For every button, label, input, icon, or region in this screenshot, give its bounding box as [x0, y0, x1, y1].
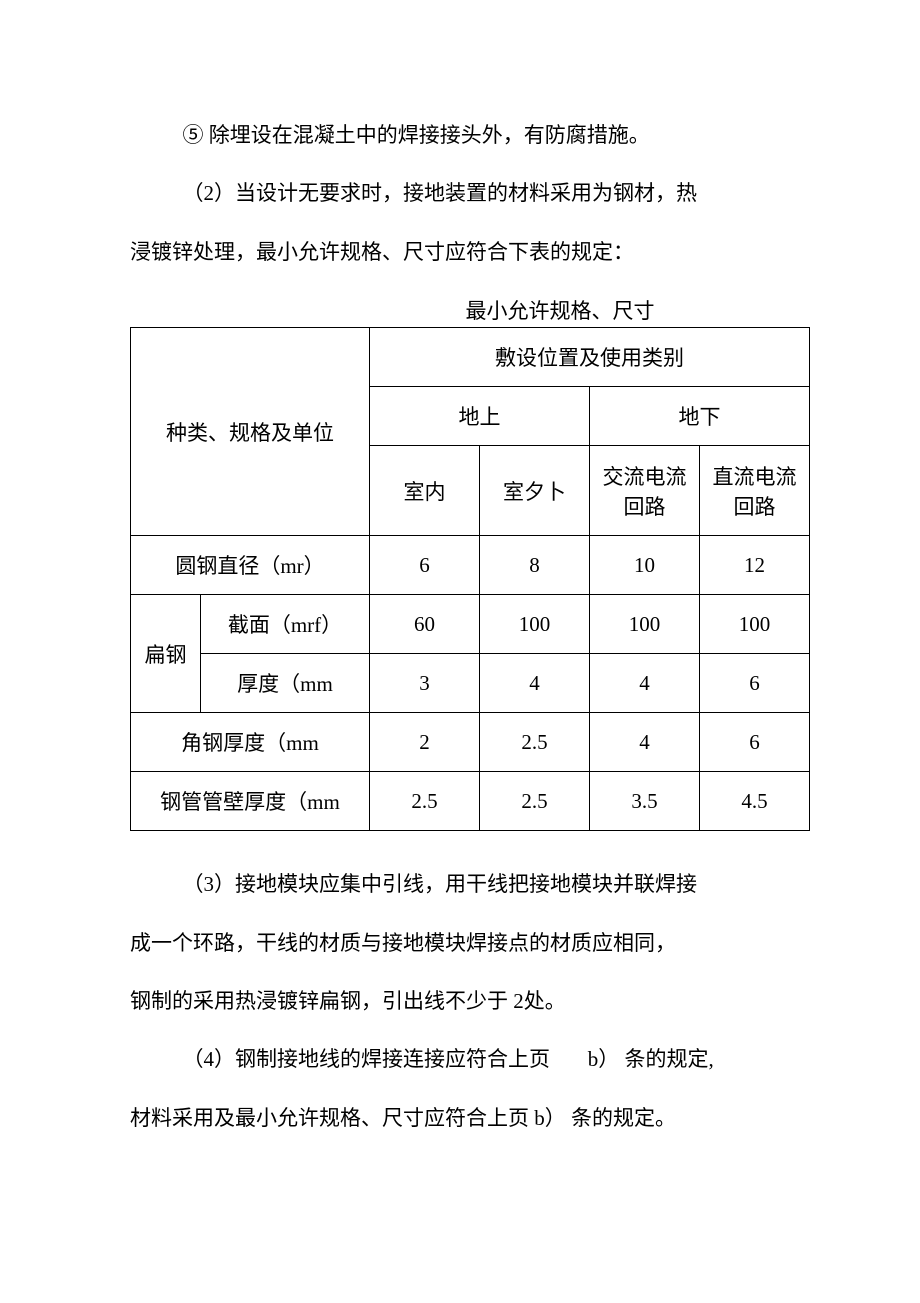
paragraph-3b: 成一个环路，干线的材质与接地模块焊接点的材质应相同，: [130, 918, 810, 968]
cell: 6: [370, 536, 480, 595]
cell: 2.5: [480, 713, 590, 772]
cell: 2.5: [370, 772, 480, 831]
header-dc: 直流电流回路: [700, 446, 810, 536]
table-row: 角钢厚度（mm 2 2.5 4 6: [131, 713, 810, 772]
cell: 4.5: [700, 772, 810, 831]
header-group: 敷设位置及使用类别: [370, 328, 810, 387]
table-row: 扁钢 截面（mrf） 60 100 100 100: [131, 595, 810, 654]
table-row: 厚度（mm 3 4 4 6: [131, 654, 810, 713]
paragraph-2a: （2）当设计无要求时，接地装置的材料采用为钢材，热: [130, 168, 810, 218]
p4a-part1: （4）钢制接地线的焊接连接应符合上页: [183, 1047, 551, 1071]
p4a-part2: b） 条的规定,: [588, 1047, 714, 1071]
paragraph-3c: 钢制的采用热浸镀锌扁钢，引出线不少于 2处。: [130, 976, 810, 1026]
paragraph-4b: 材料采用及最小允许规格、尺寸应符合上页 b） 条的规定。: [130, 1093, 810, 1143]
paragraph-2b: 浸镀锌处理，最小允许规格、尺寸应符合下表的规定：: [130, 227, 810, 277]
cell: 2: [370, 713, 480, 772]
cell: 2.5: [480, 772, 590, 831]
cell: 6: [700, 713, 810, 772]
row2-label: 截面（mrf）: [201, 595, 370, 654]
row3-label: 厚度（mm: [201, 654, 370, 713]
paragraph-3a: （3）接地模块应集中引线，用干线把接地模块并联焊接: [130, 859, 810, 909]
header-above: 地上: [370, 387, 590, 446]
row5-label: 钢管管壁厚度（mm: [131, 772, 370, 831]
row4-label: 角钢厚度（mm: [131, 713, 370, 772]
cell: 100: [700, 595, 810, 654]
cell: 6: [700, 654, 810, 713]
header-indoor: 室内: [370, 446, 480, 536]
cell: 4: [590, 713, 700, 772]
header-spec: 种类、规格及单位: [131, 328, 370, 536]
cell: 8: [480, 536, 590, 595]
header-outdoor: 室夕卜: [480, 446, 590, 536]
cell: 100: [480, 595, 590, 654]
header-below: 地下: [590, 387, 810, 446]
paragraph-5: ⑤ 除埋设在混凝土中的焊接接头外，有防腐措施。: [130, 110, 810, 160]
cell: 100: [590, 595, 700, 654]
cell: 3: [370, 654, 480, 713]
cell: 4: [480, 654, 590, 713]
cell: 60: [370, 595, 480, 654]
paragraph-4a: （4）钢制接地线的焊接连接应符合上页 b） 条的规定,: [130, 1034, 810, 1084]
cell: 12: [700, 536, 810, 595]
table-row: 钢管管壁厚度（mm 2.5 2.5 3.5 4.5: [131, 772, 810, 831]
row2-group: 扁钢: [131, 595, 201, 713]
cell: 4: [590, 654, 700, 713]
spec-table: 种类、规格及单位 敷设位置及使用类别 地上 地下 室内 室夕卜 交流电流回路 直…: [130, 327, 810, 831]
cell: 3.5: [590, 772, 700, 831]
table-caption: 最小允许规格、尺寸: [130, 295, 810, 325]
header-ac: 交流电流回路: [590, 446, 700, 536]
row1-label: 圆钢直径（mr）: [131, 536, 370, 595]
table-row: 圆钢直径（mr） 6 8 10 12: [131, 536, 810, 595]
cell: 10: [590, 536, 700, 595]
